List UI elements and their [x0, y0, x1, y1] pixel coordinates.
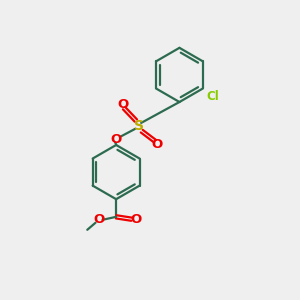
Text: O: O — [117, 98, 128, 111]
Text: O: O — [110, 133, 122, 146]
Text: O: O — [152, 138, 163, 151]
Text: O: O — [93, 213, 105, 226]
Text: S: S — [134, 119, 144, 133]
Text: Cl: Cl — [206, 90, 219, 103]
Text: O: O — [130, 213, 142, 226]
